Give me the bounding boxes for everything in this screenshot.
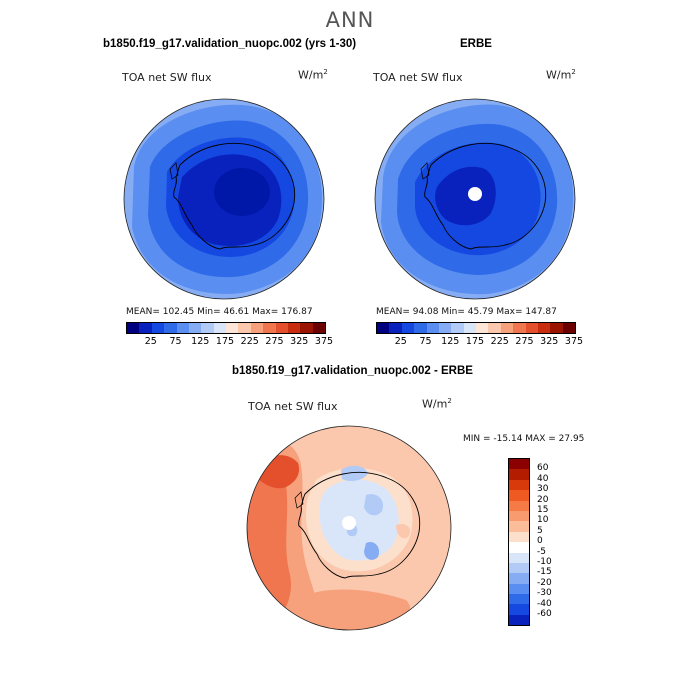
model-colorbar-tick-label: 325 (290, 336, 309, 347)
model-colorbar-swatch (127, 323, 140, 333)
diff-colorbar-tick-label: -30 (537, 588, 552, 599)
model-colorbar-swatch (213, 323, 226, 333)
obs-colorbar-swatch (401, 323, 415, 333)
figure-title: ANN (325, 8, 375, 32)
diff-colorbar-swatch (509, 521, 529, 532)
diff-polar-map (246, 425, 452, 631)
obs-colorbar-swatch (389, 323, 402, 333)
model-colorbar-tick-label: 375 (314, 336, 334, 347)
diff-colorbar-swatch (509, 490, 529, 501)
diff-colorbar-swatch (509, 459, 529, 470)
obs-variable-label: TOA net SW flux (373, 71, 463, 84)
diff-colorbar-tick-label: 30 (537, 484, 549, 495)
diff-units-label: W/m2 (422, 397, 452, 411)
obs-colorbar-swatch (500, 323, 514, 333)
diff-colorbar-swatch (509, 604, 529, 615)
model-colorbar-swatch (176, 323, 189, 333)
model-colorbar-swatch (226, 323, 239, 333)
diff-colorbar-tick-label: 60 (537, 463, 549, 474)
diff-colorbar-tick-label: 10 (537, 515, 549, 526)
model-colorbar-tick-label: 225 (240, 336, 259, 347)
diff-colorbar-tick-label: -10 (537, 557, 552, 567)
model-colorbar-swatch (201, 323, 214, 333)
obs-colorbar-tick-label: 75 (419, 336, 432, 347)
model-colorbar-swatch (188, 323, 202, 333)
obs-colorbar-swatch (525, 323, 538, 333)
diff-colorbar-swatch (509, 500, 529, 511)
diff-colorbar-swatch (509, 594, 529, 605)
model-colorbar-swatch (263, 323, 276, 333)
model-colorbar (126, 322, 326, 334)
diff-colorbar-swatch (509, 562, 529, 574)
obs-colorbar-tick-label: 325 (540, 336, 559, 347)
model-stats: MEAN= 102.45 Min= 46.61 Max= 176.87 (126, 307, 313, 317)
diff-colorbar-tick-label: -15 (537, 567, 552, 578)
obs-colorbar-swatch (488, 323, 501, 333)
diff-colorbar-swatch (509, 510, 529, 522)
obs-colorbar-tick-label: 25 (394, 336, 407, 347)
model-polar-map (123, 98, 325, 300)
model-colorbar-swatch (300, 323, 313, 333)
obs-colorbar-swatch (476, 323, 489, 333)
model-colorbar-tick-label: 125 (191, 336, 210, 347)
diff-panel-title: b1850.f19_g17.validation_nuopc.002 - ERB… (232, 365, 473, 377)
obs-colorbar (376, 322, 576, 334)
diff-colorbar-tick-label: -40 (537, 598, 552, 609)
diff-colorbar-tick-label: -60 (537, 609, 552, 619)
model-variable-label: TOA net SW flux (122, 71, 212, 84)
model-colorbar-tick-label: 275 (265, 336, 284, 347)
obs-colorbar-tick-label: 275 (515, 336, 534, 347)
obs-colorbar-swatch (377, 323, 390, 333)
diff-colorbar-swatch (509, 469, 529, 480)
model-colorbar-tick-label: 175 (215, 336, 235, 347)
obs-colorbar-swatch (463, 323, 476, 333)
diff-stats: MIN = -15.14 MAX = 27.95 (463, 434, 585, 444)
model-colorbar-tick-label: 75 (169, 336, 182, 347)
obs-colorbar-swatch (537, 323, 551, 333)
model-panel-title: b1850.f19_g17.validation_nuopc.002 (yrs … (103, 38, 357, 50)
model-colorbar-swatch (151, 323, 165, 333)
obs-colorbar-swatch (562, 323, 575, 333)
diff-colorbar-swatch (509, 542, 529, 553)
diff-colorbar-tick-label: 20 (537, 494, 549, 505)
obs-colorbar-swatch (438, 323, 452, 333)
obs-colorbar-swatch (550, 323, 563, 333)
obs-colorbar-tick-label: 175 (465, 336, 485, 347)
model-colorbar-swatch (164, 323, 177, 333)
diff-colorbar-tick-label: 5 (537, 525, 543, 536)
diff-colorbar-tick-label: -5 (537, 546, 546, 557)
obs-colorbar-tick-label: 125 (441, 336, 460, 347)
diff-colorbar-tick-label: -20 (537, 577, 552, 588)
model-colorbar-tick-label: 25 (144, 336, 157, 347)
model-colorbar-swatch (238, 323, 251, 333)
obs-polar-map (374, 98, 576, 300)
model-colorbar-swatch (312, 323, 325, 333)
obs-units-label: W/m2 (546, 68, 576, 82)
diff-colorbar-swatch (509, 573, 529, 584)
diff-variable-label: TOA net SW flux (248, 400, 338, 413)
obs-colorbar-swatch (414, 323, 427, 333)
obs-colorbar-swatch (513, 323, 526, 333)
diff-colorbar-swatch (509, 614, 529, 626)
diff-colorbar-tick-label: 0 (537, 536, 543, 547)
diff-colorbar-swatch (509, 583, 529, 595)
diff-colorbar-tick-label: 15 (537, 505, 549, 515)
diff-colorbar-swatch (509, 479, 529, 491)
obs-colorbar-tick-label: 375 (564, 336, 584, 347)
model-colorbar-swatch (250, 323, 264, 333)
diff-colorbar (508, 458, 530, 627)
model-colorbar-swatch (275, 323, 288, 333)
diff-colorbar-tick-label: 40 (537, 473, 549, 484)
obs-colorbar-swatch (451, 323, 464, 333)
model-units-label: W/m2 (298, 68, 328, 82)
model-colorbar-swatch (287, 323, 301, 333)
obs-stats: MEAN= 94.08 Min= 45.79 Max= 147.87 (376, 307, 557, 317)
diff-colorbar-swatch (509, 531, 529, 543)
model-colorbar-swatch (139, 323, 152, 333)
obs-panel-title: ERBE (460, 38, 492, 50)
obs-colorbar-tick-label: 225 (490, 336, 509, 347)
diff-colorbar-swatch (509, 552, 529, 563)
obs-colorbar-swatch (426, 323, 439, 333)
